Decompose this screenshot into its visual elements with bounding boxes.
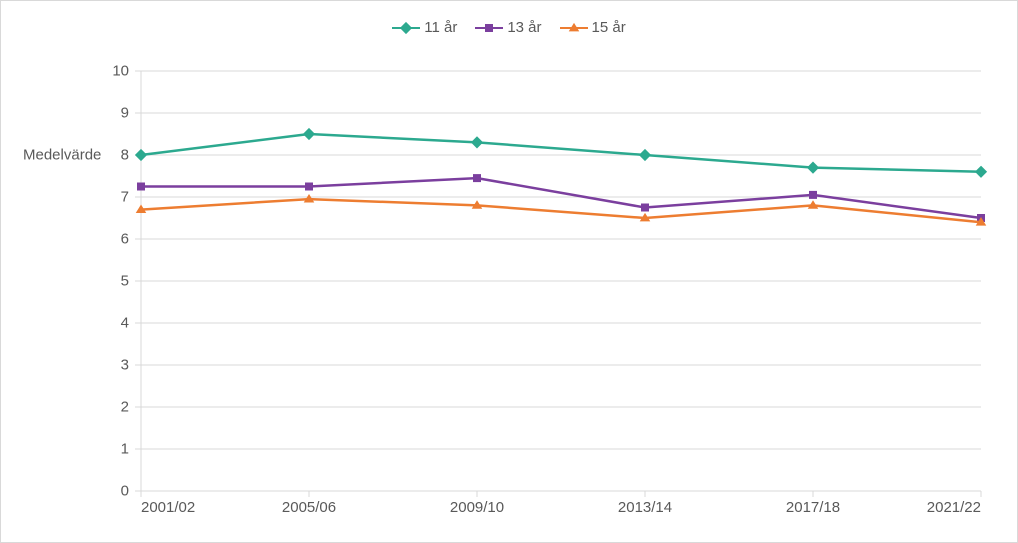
legend-item: 15 år xyxy=(560,19,626,36)
chart-frame: 11 år 13 år 15 år Medelvärde 0 1 2 3 4 5 6 7 8 9 10 2… xyxy=(0,0,1018,543)
y-tick-label: 3 xyxy=(121,357,129,374)
legend-swatch xyxy=(560,21,588,35)
legend-label: 11 år xyxy=(424,19,457,36)
y-axis-label: Medelvärde xyxy=(23,147,101,164)
chart-legend: 11 år 13 år 15 år xyxy=(1,19,1017,36)
legend-swatch xyxy=(475,21,503,35)
chart-svg xyxy=(141,71,981,491)
y-tick-label: 8 xyxy=(121,147,129,164)
legend-swatch xyxy=(392,21,420,35)
plot-area xyxy=(141,71,981,491)
y-tick-label: 5 xyxy=(121,273,129,290)
y-tick-label: 0 xyxy=(121,483,129,500)
x-tick-label: 2017/18 xyxy=(786,499,840,516)
y-tick-label: 6 xyxy=(121,231,129,248)
y-tick-label: 4 xyxy=(121,315,129,332)
legend-label: 15 år xyxy=(592,19,626,36)
x-tick-label: 2021/22 xyxy=(927,499,981,516)
y-tick-label: 9 xyxy=(121,105,129,122)
legend-label: 13 år xyxy=(507,19,541,36)
x-tick-label: 2005/06 xyxy=(282,499,336,516)
x-tick-label: 2001/02 xyxy=(141,499,195,516)
x-tick-label: 2009/10 xyxy=(450,499,504,516)
y-tick-label: 2 xyxy=(121,399,129,416)
legend-item: 13 år xyxy=(475,19,541,36)
x-tick-label: 2013/14 xyxy=(618,499,672,516)
legend-item: 11 år xyxy=(392,19,457,36)
y-tick-label: 1 xyxy=(121,441,129,458)
y-tick-label: 7 xyxy=(121,189,129,206)
y-tick-label: 10 xyxy=(112,63,129,80)
